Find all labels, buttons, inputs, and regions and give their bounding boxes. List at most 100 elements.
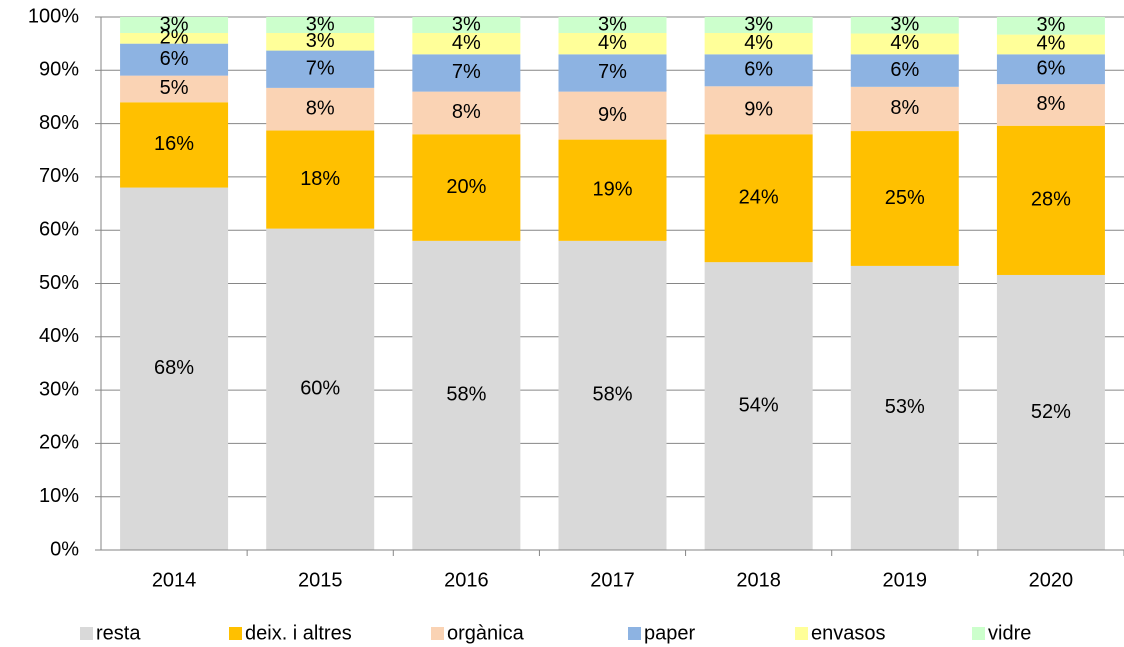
y-tick-label: 50% bbox=[39, 272, 79, 294]
value-label: 4% bbox=[598, 32, 627, 54]
value-label: 58% bbox=[446, 384, 486, 406]
y-tick-label: 10% bbox=[39, 485, 79, 507]
bar-segment bbox=[558, 54, 667, 92]
bar-segment bbox=[412, 32, 521, 55]
bar-segment bbox=[704, 54, 813, 87]
value-label: 9% bbox=[598, 104, 627, 126]
y-tick-label: 70% bbox=[39, 165, 79, 187]
bar-segment bbox=[266, 87, 375, 131]
legend-swatch bbox=[628, 627, 641, 640]
bar-segment bbox=[412, 54, 521, 92]
y-tick-label: 80% bbox=[39, 112, 79, 134]
value-label: 19% bbox=[592, 179, 632, 201]
legend-label: resta bbox=[96, 622, 141, 644]
bar-segment bbox=[120, 17, 229, 33]
legend-label: paper bbox=[644, 622, 695, 644]
x-tick-label: 2019 bbox=[883, 569, 928, 591]
bar-segment bbox=[996, 274, 1105, 550]
value-label: 6% bbox=[1036, 58, 1065, 80]
legend-label: deix. i altres bbox=[245, 622, 352, 644]
legend-swatch bbox=[80, 627, 93, 640]
bar-segment bbox=[266, 50, 375, 88]
value-label: 6% bbox=[744, 59, 773, 81]
bar-segment bbox=[996, 125, 1105, 275]
value-label: 6% bbox=[160, 48, 189, 70]
value-label: 4% bbox=[1036, 33, 1065, 55]
value-label: 18% bbox=[300, 168, 340, 190]
y-tick-label: 0% bbox=[50, 538, 79, 560]
legend-label: envasos bbox=[811, 622, 886, 644]
value-label: 8% bbox=[452, 101, 481, 123]
y-tick-label: 20% bbox=[39, 432, 79, 454]
bar-segment bbox=[850, 54, 959, 87]
legend-swatch bbox=[431, 627, 444, 640]
legend-label: vidre bbox=[988, 622, 1031, 644]
value-label: 24% bbox=[739, 187, 779, 209]
bar-segment bbox=[996, 17, 1105, 35]
bar-segment bbox=[266, 130, 375, 229]
value-label: 52% bbox=[1031, 401, 1071, 423]
value-label: 8% bbox=[890, 97, 919, 119]
bar-segment bbox=[120, 75, 229, 103]
legend-label: orgànica bbox=[447, 622, 525, 644]
bar-segment bbox=[120, 187, 229, 550]
bar-segment bbox=[996, 84, 1105, 126]
bar-segment bbox=[996, 34, 1105, 55]
value-label: 3% bbox=[744, 13, 773, 35]
bar-segment bbox=[704, 86, 813, 135]
bar-segment bbox=[704, 17, 813, 33]
value-label: 3% bbox=[306, 13, 335, 35]
bar-segment bbox=[120, 43, 229, 76]
value-label: 54% bbox=[739, 394, 779, 416]
value-label: 3% bbox=[1036, 14, 1065, 36]
value-label: 7% bbox=[452, 61, 481, 83]
bar-segment bbox=[850, 33, 959, 55]
bar-segment bbox=[704, 262, 813, 550]
value-label: 16% bbox=[154, 133, 194, 155]
bar-segment bbox=[412, 134, 521, 241]
value-label: 20% bbox=[446, 176, 486, 198]
x-tick-label: 2017 bbox=[590, 569, 635, 591]
bar-segment bbox=[704, 134, 813, 263]
bar-segment bbox=[704, 32, 813, 55]
value-label: 3% bbox=[890, 14, 919, 36]
bar-segment bbox=[558, 91, 667, 140]
legend-swatch bbox=[795, 627, 808, 640]
bars bbox=[120, 17, 1105, 550]
value-label: 9% bbox=[744, 99, 773, 121]
value-label: 5% bbox=[160, 77, 189, 99]
bar-segment bbox=[558, 139, 667, 241]
value-label: 3% bbox=[160, 13, 189, 35]
y-tick-label: 30% bbox=[39, 378, 79, 400]
bar-segment bbox=[558, 32, 667, 55]
value-label: 4% bbox=[452, 32, 481, 54]
value-label: 60% bbox=[300, 378, 340, 400]
value-label: 4% bbox=[890, 32, 919, 54]
y-tick-label: 100% bbox=[28, 5, 79, 27]
x-tick-label: 2015 bbox=[298, 569, 343, 591]
value-label: 7% bbox=[598, 61, 627, 83]
bar-segment bbox=[412, 17, 521, 33]
y-tick-label: 90% bbox=[39, 59, 79, 81]
value-label: 3% bbox=[598, 13, 627, 35]
value-label: 8% bbox=[1036, 93, 1065, 115]
value-label: 6% bbox=[890, 59, 919, 81]
bar-segment bbox=[850, 265, 959, 550]
x-tick-label: 2014 bbox=[152, 569, 197, 591]
x-tick-label: 2016 bbox=[444, 569, 489, 591]
value-label: 4% bbox=[744, 32, 773, 54]
value-label: 58% bbox=[592, 384, 632, 406]
bar-segment bbox=[412, 91, 521, 135]
bar-segment bbox=[850, 17, 959, 34]
legend-swatch bbox=[972, 627, 985, 640]
y-tick-label: 60% bbox=[39, 218, 79, 240]
y-tick-label: 40% bbox=[39, 325, 79, 347]
bar-segment bbox=[120, 32, 229, 44]
bar-segment bbox=[850, 131, 959, 266]
value-label: 25% bbox=[885, 187, 925, 209]
value-label: 8% bbox=[306, 97, 335, 119]
bar-segment bbox=[120, 102, 229, 188]
bar-segment bbox=[996, 54, 1105, 85]
bar-segment bbox=[412, 240, 521, 550]
